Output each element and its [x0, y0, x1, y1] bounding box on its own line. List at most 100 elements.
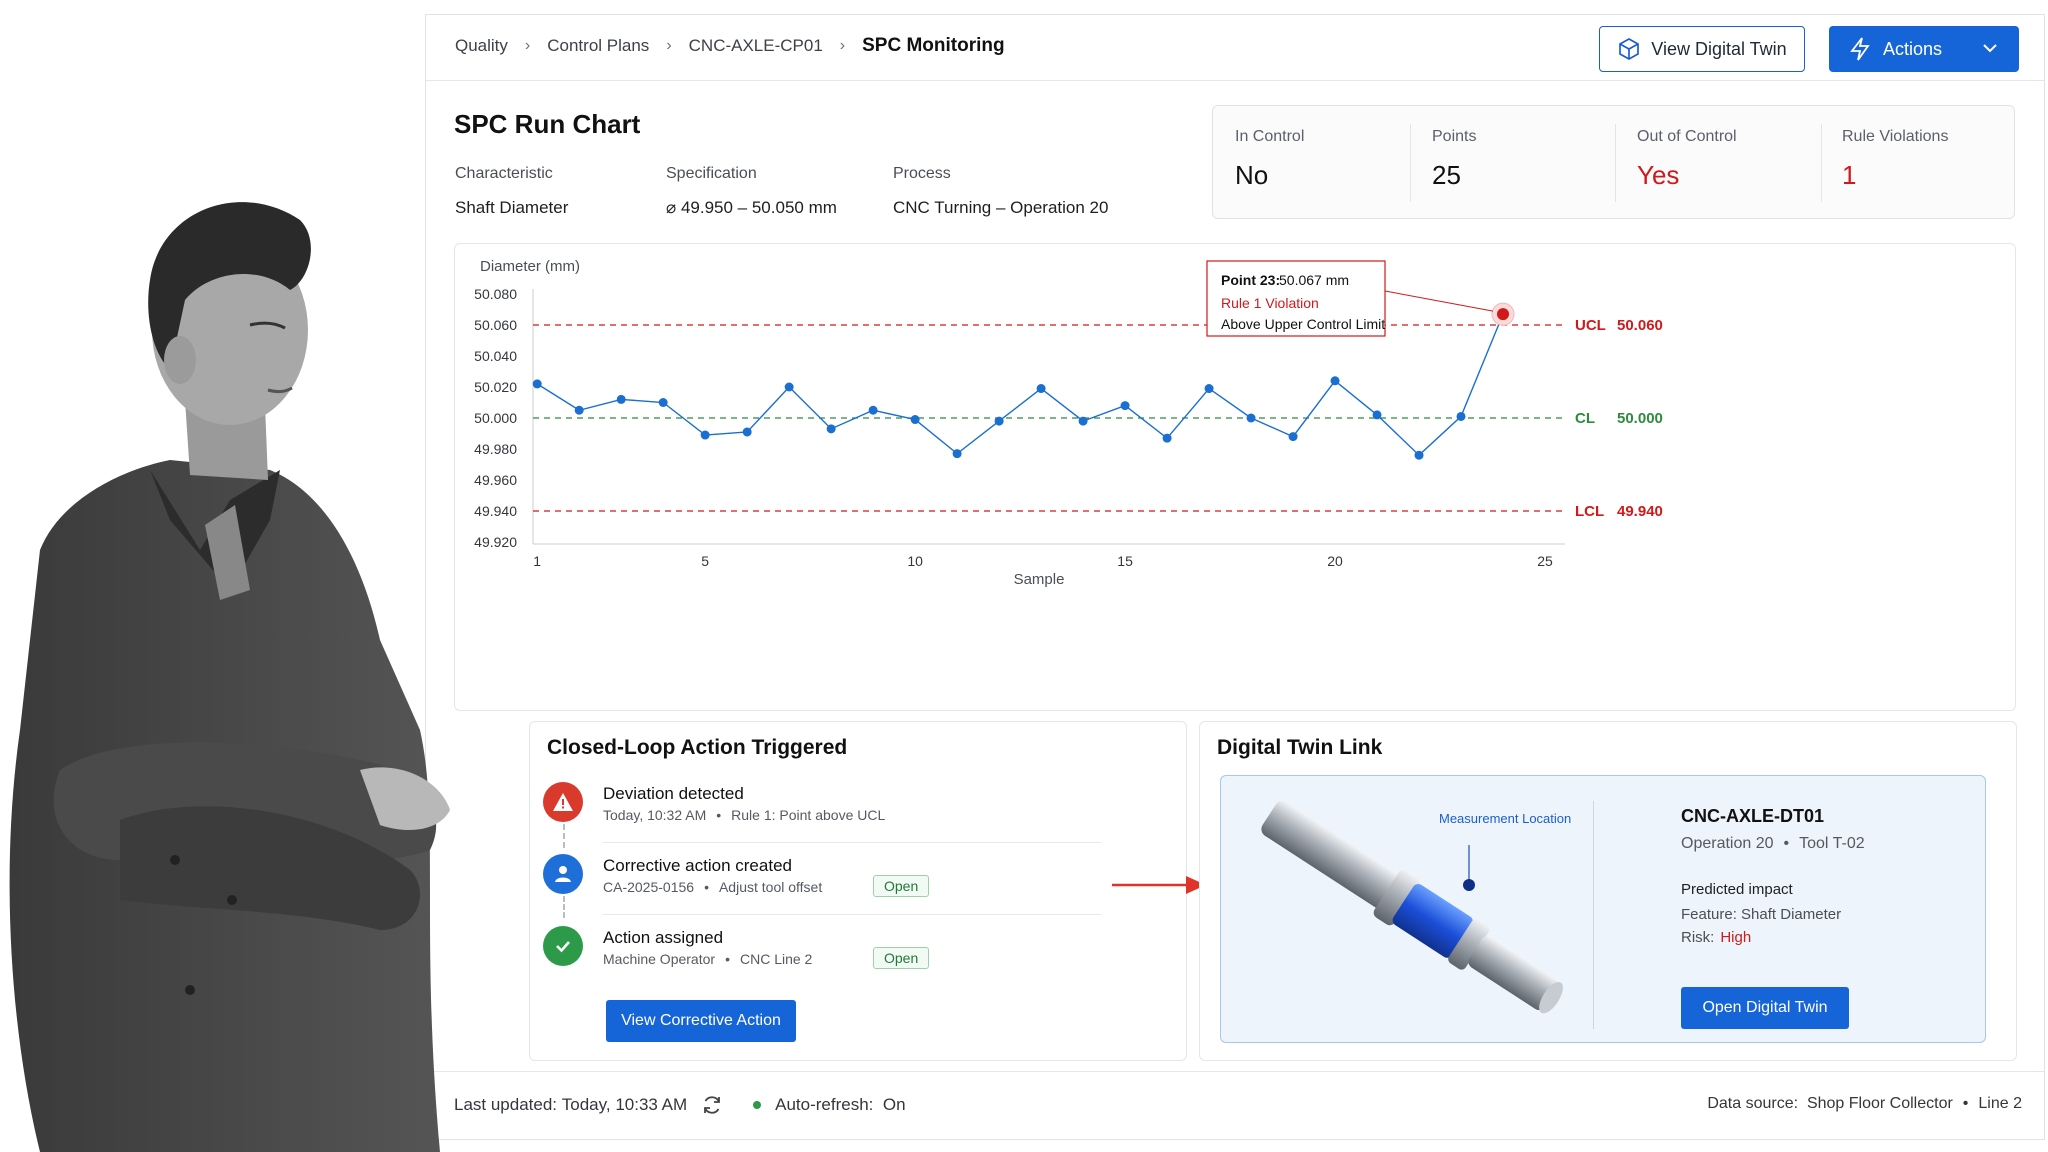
auto-refresh-label: Auto-refresh:	[775, 1095, 874, 1114]
event-action-assigned: Action assigned Machine Operator • CNC Lin…	[543, 926, 1113, 986]
page-title: SPC Run Chart	[454, 109, 641, 139]
warning-icon	[543, 782, 583, 822]
y-axis-label: Diameter (mm)	[480, 258, 580, 275]
chevron-right-icon: ›	[666, 37, 672, 54]
data-point	[826, 424, 836, 434]
data-point	[1372, 410, 1382, 420]
twin-risk: Risk: High	[1681, 929, 1752, 946]
digital-twin-title: Digital Twin Link	[1217, 736, 1383, 759]
stat-value: 1	[1842, 160, 1857, 190]
view-corrective-action-button[interactable]: View Corrective Action	[606, 1000, 796, 1042]
y-tick-label: 50.080	[474, 286, 517, 302]
cl-label: CL	[1575, 410, 1595, 427]
refresh-icon[interactable]	[701, 1094, 723, 1116]
x-tick-label: 20	[1327, 553, 1343, 569]
data-point	[952, 449, 962, 459]
x-axis-label: Sample	[1014, 571, 1065, 588]
characteristic-value: Shaft Diameter	[455, 198, 569, 217]
data-point	[616, 394, 626, 404]
chevron-right-icon: ›	[524, 37, 531, 54]
user-icon	[543, 854, 583, 894]
lcl-value: 49.940	[1617, 503, 1663, 520]
lcl-label: LCL	[1575, 503, 1604, 520]
ucl-value: 50.060	[1617, 317, 1663, 334]
stat-value: 25	[1432, 160, 1461, 190]
event-subtitle: Today, 10:32 AM • Rule 1: Point above UCL	[603, 807, 886, 823]
data-point	[532, 379, 542, 389]
run-chart-svg: Diameter (mm) 50.080 50.060 50.040 50.020 50.…	[474, 258, 1663, 588]
shaft-3d-model	[1261, 800, 1563, 1014]
lightning-icon	[1850, 37, 1870, 61]
x-tick-label: 25	[1537, 553, 1553, 569]
process-value: CNC Turning – Operation 20	[893, 198, 1109, 217]
breadcrumb-quality[interactable]: Quality	[455, 36, 508, 55]
characteristic-field: Characteristic Shaft Diameter	[455, 165, 568, 218]
view-digital-twin-label: View Digital Twin	[1651, 38, 1787, 59]
cl-value: 50.000	[1617, 410, 1663, 427]
view-digital-twin-button[interactable]: View Digital Twin	[1599, 26, 1805, 72]
x-tick-label: 15	[1117, 553, 1133, 569]
digital-twin-card: Digital Twin Link	[1199, 721, 2017, 1061]
data-point	[1330, 376, 1340, 386]
stat-in-control: In Control No	[1235, 106, 1435, 218]
data-point	[910, 415, 920, 425]
event-title: Deviation detected	[603, 784, 744, 803]
ucl-label: UCL	[1575, 317, 1606, 334]
data-point	[784, 382, 794, 392]
callout-desc: Above Upper Control Limit	[1221, 316, 1385, 332]
y-tick-label: 50.020	[474, 379, 517, 395]
y-tick-label: 49.920	[474, 534, 517, 550]
event-subtitle: Machine Operator • CNC Line 2	[603, 951, 813, 967]
worker-illustration	[9, 202, 450, 1152]
data-point	[994, 416, 1004, 426]
summary-stats: In Control No Points 25 Out of Control Y…	[1212, 105, 2015, 219]
stat-points: Points 25	[1432, 106, 1632, 218]
data-point	[1036, 384, 1046, 394]
actions-button[interactable]: Actions	[1829, 26, 2019, 72]
event-corrective-action: Corrective action created CA-2025-0156 • A…	[543, 854, 1113, 914]
measurement-location-label: Measurement Location	[1439, 811, 1572, 826]
x-tick-label: 10	[907, 553, 923, 569]
spc-monitoring-app: Quality › Control Plans › CNC-AXLE-CP01 …	[425, 14, 2045, 1140]
top-bar: Quality › Control Plans › CNC-AXLE-CP01 …	[426, 15, 2044, 81]
characteristic-label: Characteristic	[455, 165, 553, 182]
status-badge: Open	[873, 875, 930, 897]
breadcrumb-control-plan-id[interactable]: CNC-AXLE-CP01	[688, 36, 823, 55]
digital-twin-panel: Measurement Location CNC-AXLE-DT01 Opera…	[1220, 775, 1986, 1043]
stat-label: In Control	[1235, 128, 1305, 145]
twin-operation: Operation 20 • Tool T-02	[1681, 835, 1865, 852]
data-point	[1120, 401, 1130, 411]
open-digital-twin-button[interactable]: Open Digital Twin	[1681, 987, 1849, 1029]
status-dot-icon	[753, 1101, 762, 1109]
y-tick-label: 50.000	[474, 410, 517, 426]
data-point	[658, 398, 668, 407]
spc-run-chart: Diameter (mm) 50.080 50.060 50.040 50.020 50.…	[454, 243, 2016, 711]
stat-label: Rule Violations	[1842, 128, 1949, 145]
chevron-down-icon	[1983, 44, 1997, 53]
data-point	[700, 430, 710, 440]
check-icon	[543, 926, 583, 966]
x-tick-label: 1	[533, 553, 541, 569]
last-updated: Last updated: Today, 10:33 AM Auto-refre…	[454, 1094, 906, 1116]
actions-label: Actions	[1883, 38, 1943, 59]
footer-bar: Last updated: Today, 10:33 AM Auto-refre…	[426, 1071, 2044, 1139]
twin-id: CNC-AXLE-DT01	[1681, 806, 1825, 826]
data-point	[742, 427, 752, 437]
data-point	[1204, 384, 1214, 394]
y-tick-label: 50.040	[474, 348, 517, 364]
stat-value: Yes	[1637, 160, 1680, 190]
callout-box	[1206, 260, 1386, 337]
event-subtitle: CA-2025-0156 • Adjust tool offset	[603, 879, 823, 895]
y-tick-label: 49.980	[474, 441, 517, 457]
arrow-right-icon	[1112, 876, 1206, 894]
specification-field: Specification ⌀ 49.950 – 50.050 mm	[666, 165, 837, 218]
breadcrumb-control-plans[interactable]: Control Plans	[547, 36, 650, 55]
callout-title: Point 23:	[1221, 272, 1280, 288]
stat-label: Out of Control	[1637, 128, 1737, 145]
closed-loop-card: Closed-Loop Action Triggered Deviation d…	[529, 721, 1187, 1061]
auto-refresh-value[interactable]: On	[882, 1095, 906, 1114]
data-point	[1162, 433, 1172, 443]
series-line	[536, 313, 1504, 457]
callout-leader	[1384, 290, 1494, 312]
event-title: Corrective action created	[603, 856, 792, 875]
